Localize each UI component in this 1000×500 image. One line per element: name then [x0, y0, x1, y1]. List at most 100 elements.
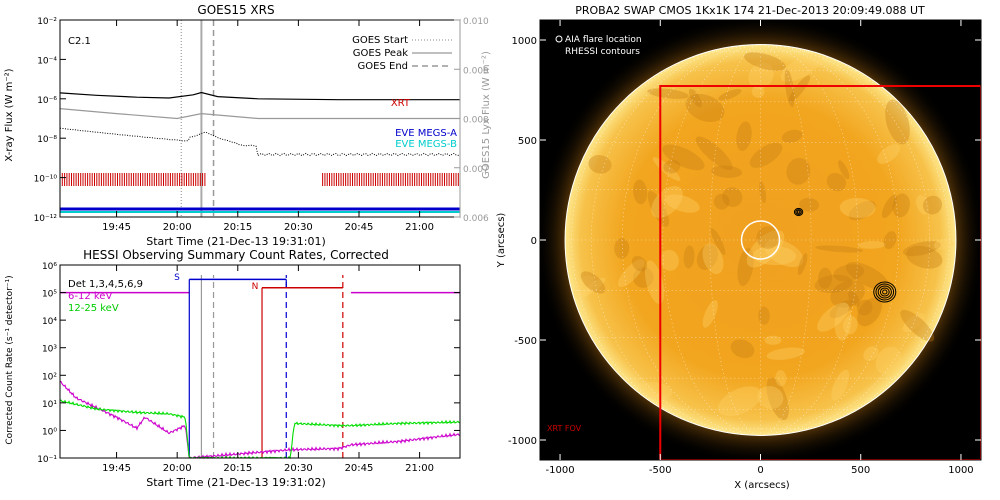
- hessi-axes: 10⁻¹ 10⁰ 10¹ 10² 10³ 10⁴ 10⁵ 10⁶ 19:45 20:00 20:15…: [37, 262, 461, 474]
- sun-texture-blob: [756, 226, 780, 249]
- sun-disk: [565, 44, 956, 436]
- sun-texture-blob: [906, 245, 943, 269]
- legend-6-12kev: 6-12 keV: [68, 291, 112, 302]
- sun-texture-blob: [749, 142, 783, 168]
- legend-aia: AIA flare location: [565, 35, 642, 45]
- sun-texture-blob: [758, 306, 770, 325]
- goes-ytick-right-label: 0.008: [463, 116, 489, 126]
- goes-xtick-label: 20:15: [223, 222, 252, 233]
- sun-texture-blob: [764, 239, 804, 268]
- legend-rhessi: RHESSI contours: [565, 47, 640, 57]
- goes-ytick-label: 10⁻¹²: [34, 214, 58, 224]
- sun-texture-blob: [711, 165, 743, 178]
- goes-axes: 10⁻¹² 10⁻¹⁰ 10⁻⁸ 10⁻⁶ 10⁻⁴ 10⁻² 0.006 0.007 0.00…: [34, 17, 489, 233]
- goes-panel: GOES15 XRS Start Time (21-Dec-13 19:31:0…: [4, 3, 492, 248]
- hessi-ytick-label: 10¹: [42, 400, 57, 410]
- legend-rhessi-symbol: [555, 47, 563, 55]
- sun-texture-blob: [814, 274, 853, 293]
- rhessi-contour-ring: [877, 285, 892, 299]
- swap-panel: PROBA2 SWAP CMOS 1Kx1K 174 21-Dec-2013 2…: [496, 4, 982, 491]
- sun-texture-blob: [757, 385, 784, 410]
- sun-texture-blob: [764, 335, 782, 345]
- sun-texture-blob: [833, 264, 865, 282]
- legend-det: Det 1,3,4,5,6,9: [68, 279, 143, 290]
- goes-annotation: C2.1: [68, 36, 91, 47]
- flag-label-s: S: [174, 273, 180, 283]
- hessi-xlabel: Start Time (21-Dec-13 19:31:02): [146, 476, 326, 489]
- sun-texture-blob: [838, 160, 850, 180]
- hessi-xtick-label: 20:00: [163, 463, 192, 474]
- hessi-xtick-label: 20:15: [223, 463, 252, 474]
- sun-texture-blob: [781, 129, 803, 143]
- swap-ytick-label: 1000: [512, 36, 537, 47]
- series-line-lyx: [59, 108, 460, 120]
- sun-texture-blob: [633, 179, 648, 205]
- goes-xtick-label: 20:00: [163, 222, 192, 233]
- sun-texture-blob: [647, 88, 689, 99]
- sun-texture-blob: [881, 194, 897, 219]
- rhessi-contour-ring: [879, 287, 890, 297]
- hessi-panel: HESSI Observing Summary Count Rates, Cor…: [5, 248, 461, 489]
- swap-xtick-label: 0: [757, 465, 763, 476]
- swap-axes: -1000 -500 0 500 1000 -1000 -500 0 500 1000: [508, 19, 982, 476]
- sun-texture-blob: [902, 241, 941, 257]
- sun-texture-blob: [817, 302, 849, 332]
- legend-aia-symbol: [555, 35, 563, 43]
- sun-texture-blob: [831, 369, 850, 401]
- sun-texture-blob: [788, 75, 811, 103]
- sun-texture-blob: [717, 386, 762, 417]
- rhessi-contour-ring: [882, 289, 888, 295]
- goes-xtick-label: 19:45: [102, 222, 131, 233]
- series-line-12-25kev: [59, 399, 461, 460]
- sun-texture-blob: [696, 244, 719, 270]
- sun-texture-blob: [818, 267, 833, 289]
- sun-texture-blob: [722, 187, 743, 207]
- sun-texture-blob: [713, 193, 730, 210]
- sun-texture-blob: [718, 88, 742, 101]
- hessi-xtick-label: 21:00: [405, 463, 434, 474]
- sun-texture-blob: [651, 185, 683, 219]
- aia-flare-circle: [740, 220, 781, 260]
- sun-texture-blob: [766, 347, 805, 360]
- hessi-ytick-label: 10⁴: [42, 317, 57, 327]
- hessi-ytick-label: 10⁻¹: [37, 455, 57, 465]
- sun-texture-blob: [848, 200, 876, 221]
- swap-ytick-label: -500: [514, 336, 537, 347]
- sun-texture-blob: [683, 245, 695, 269]
- rhessi-contour-0: [873, 281, 897, 303]
- hessi-xtick-label: 20:30: [284, 463, 313, 474]
- goes-marks: [59, 20, 461, 217]
- sun-texture-blob: [614, 237, 630, 259]
- legend-12-25kev: 12-25 keV: [68, 303, 119, 314]
- sun-texture-blob: [826, 172, 847, 192]
- sun-texture-blob: [784, 69, 795, 108]
- sun-texture-blob: [663, 159, 681, 174]
- sun-texture-blob: [857, 297, 882, 327]
- sun-texture-blob: [665, 194, 700, 213]
- series-label-eve-megs-b: EVE MEGS-B: [395, 139, 457, 150]
- sun-texture-blob: [737, 247, 754, 287]
- sun-texture-blob: [856, 299, 873, 316]
- swap-ytick-label: 0: [531, 236, 537, 247]
- goes-xtick-label: 20:45: [345, 222, 374, 233]
- sun-texture-blob: [839, 197, 876, 219]
- sun-texture-blob: [662, 144, 705, 171]
- swap-image: [540, 20, 981, 460]
- sun-texture-blob: [829, 300, 854, 319]
- sun-texture-blob: [786, 157, 811, 185]
- goes-ytick-label: 10⁻⁴: [37, 56, 57, 66]
- rhessi-contour-1: [793, 207, 804, 217]
- xrt-fov-label: XRT FOV: [547, 424, 582, 433]
- series-label-xrt: XRT: [391, 98, 411, 109]
- goes-xtick-label: 20:30: [284, 222, 313, 233]
- rhessi-contour-ring: [873, 281, 897, 303]
- sun-texture-blob: [660, 249, 679, 271]
- sun-texture-blob: [845, 262, 889, 290]
- sun-texture-blob: [695, 136, 733, 171]
- legend-goes-end: GOES End: [358, 61, 408, 72]
- sun-texture-blob: [883, 231, 897, 250]
- sun-texture-blob: [797, 253, 808, 276]
- sun-texture-blob: [588, 155, 612, 174]
- sun-texture-blob: [743, 52, 786, 71]
- sun-texture-blob: [730, 339, 755, 359]
